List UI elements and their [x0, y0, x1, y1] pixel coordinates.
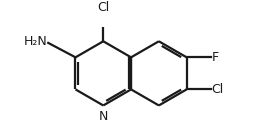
Text: Cl: Cl — [212, 83, 224, 96]
Text: F: F — [212, 51, 219, 64]
Text: N: N — [99, 110, 108, 123]
Text: Cl: Cl — [97, 1, 109, 14]
Text: H₂N: H₂N — [23, 35, 47, 48]
